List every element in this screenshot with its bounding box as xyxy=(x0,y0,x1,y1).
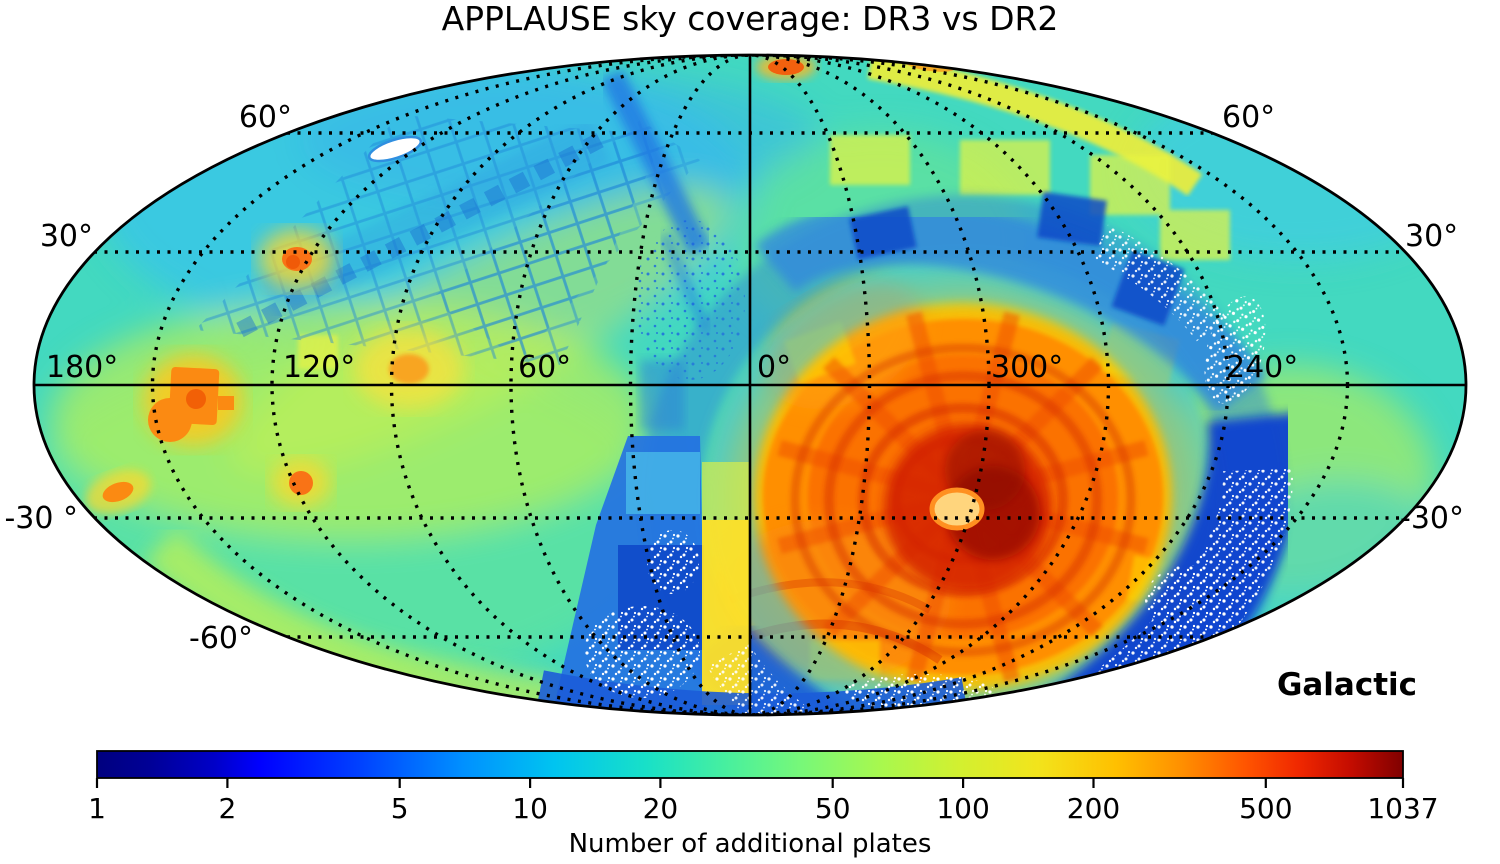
lon-label-300: 300° xyxy=(991,350,1063,385)
colorbar: 1 2 5 10 20 50 100 200 500 1037 Number o… xyxy=(88,750,1439,859)
lat-label-right-30: 30° xyxy=(1405,219,1458,254)
lat-label-left-60: 60° xyxy=(239,100,292,135)
lon-label-0: 0° xyxy=(757,350,791,385)
cbar-tick-500: 500 xyxy=(1239,792,1292,825)
longitude-labels: 180° 120° 60° 0° 300° 240° xyxy=(46,350,1298,385)
lat-label-right-60: 60° xyxy=(1222,100,1275,135)
cbar-tick-50: 50 xyxy=(815,792,851,825)
colorbar-ticks xyxy=(95,778,1405,788)
cbar-tick-2: 2 xyxy=(218,792,236,825)
cbar-tick-1037: 1037 xyxy=(1367,792,1438,825)
cbar-tick-20: 20 xyxy=(643,792,679,825)
lon-label-240: 240° xyxy=(1226,350,1298,385)
cbar-tick-5: 5 xyxy=(391,792,409,825)
cbar-tick-10: 10 xyxy=(512,792,548,825)
chart-title: APPLAUSE sky coverage: DR3 vs DR2 xyxy=(442,0,1059,38)
cbar-tick-100: 100 xyxy=(936,792,989,825)
lat-label-left-30: 30° xyxy=(40,219,93,254)
colorbar-gradient xyxy=(96,750,1404,779)
graticule xyxy=(34,55,1466,715)
lon-label-60: 60° xyxy=(518,350,571,385)
latitude-labels-left: 60° 30° -30 ° -60° xyxy=(4,100,292,656)
cbar-tick-200: 200 xyxy=(1067,792,1120,825)
latitude-labels-right: 60° 30° -30° xyxy=(1222,100,1464,536)
colorbar-axis-label: Number of additional plates xyxy=(569,829,932,859)
map-boundary xyxy=(32,53,1468,717)
lat-label-left-m30: -30 ° xyxy=(4,501,78,536)
cbar-tick-1: 1 xyxy=(88,792,106,825)
lat-label-right-m30: -30° xyxy=(1400,501,1464,536)
colorbar-tick-labels: 1 2 5 10 20 50 100 200 500 1037 xyxy=(88,792,1439,825)
coordinate-frame-label: Galactic xyxy=(1277,667,1417,703)
lon-label-180: 180° xyxy=(46,350,118,385)
lon-label-120: 120° xyxy=(283,350,355,385)
lat-label-left-m60: -60° xyxy=(189,621,253,656)
sky-heatmap-paint xyxy=(34,55,1466,715)
